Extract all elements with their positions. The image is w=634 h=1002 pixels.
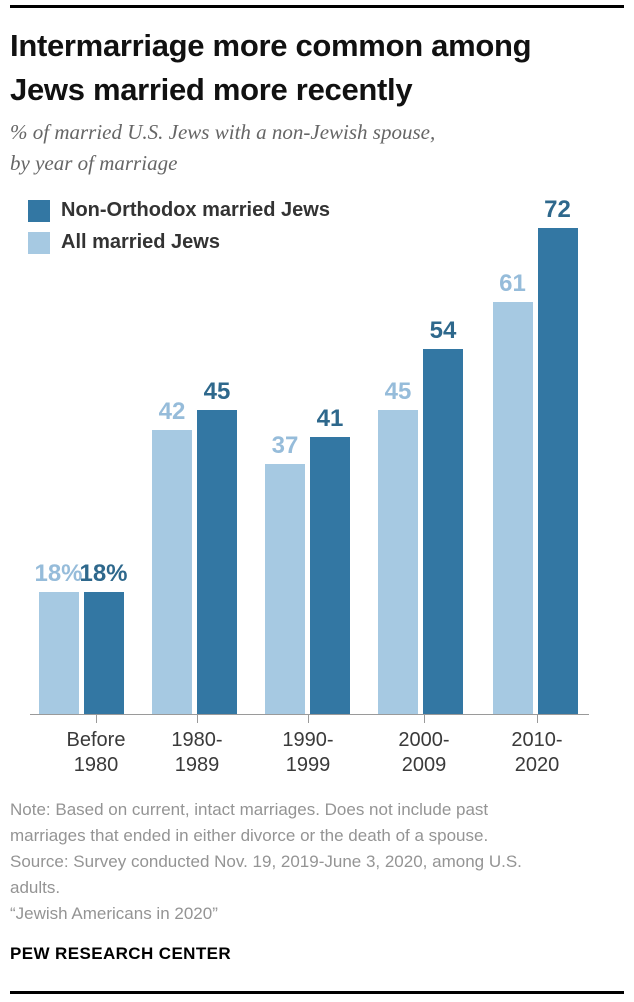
x-axis-label-0: Before 1980 <box>66 729 126 776</box>
bar-non-orthodox-1 <box>197 410 237 714</box>
legend-swatch-icon <box>28 231 50 254</box>
bar-all-married-jews-3 <box>378 410 418 714</box>
legend-item-1: All married Jews <box>28 231 330 254</box>
bar-all-married-jews-0 <box>38 592 79 714</box>
subtitle-line-2: by year of marriage <box>10 151 178 175</box>
note-text: Note: Based on current, intact marriages… <box>10 797 622 927</box>
bar-value-label-non-orthodox-4: 72 <box>544 196 571 223</box>
bar-value-label-non-orthodox-3: 54 <box>429 317 457 344</box>
bar-value-label-non-orthodox-1: 45 <box>203 378 231 405</box>
x-axis-label-3: 2000- 2009 <box>398 729 450 776</box>
note-line-0: Note: Based on current, intact marriages… <box>10 800 489 819</box>
x-axis-label-1: 1980- 1989 <box>171 729 223 776</box>
x-axis-tick-1 <box>197 715 198 723</box>
bar-value-label-all-married-jews-3: 45 <box>384 378 412 405</box>
x-axis-tick-2 <box>308 715 309 723</box>
x-axis-label-4: 2010- 2020 <box>511 729 563 776</box>
legend-label: All married Jews <box>61 231 220 253</box>
bar-value-label-all-married-jews-1: 42 <box>158 398 186 425</box>
bar-value-label-all-married-jews-4: 61 <box>499 270 526 297</box>
note-line-1: marriages that ended in either divorce o… <box>10 826 489 845</box>
top-rule <box>10 5 624 8</box>
bar-value-label-all-married-jews-2: 37 <box>271 432 299 459</box>
brand-footer: PEW RESEARCH CENTER <box>10 944 232 963</box>
bottom-rule <box>10 991 624 994</box>
bar-all-married-jews-1 <box>152 430 192 714</box>
x-axis-line <box>30 714 589 715</box>
title-line-2: Jews married more recently <box>10 72 413 107</box>
title-line-1: Intermarriage more common among <box>10 28 532 63</box>
x-axis-tick-4 <box>537 715 538 723</box>
note-line-4: “Jewish Americans in 2020” <box>10 904 218 923</box>
bar-all-married-jews-4 <box>492 302 533 714</box>
plot-area: 18% 18% 42 45 37 41 45 54 61 72 <box>0 195 634 714</box>
bar-value-label-non-orthodox-2: 41 <box>316 405 344 432</box>
x-axis-tick-3 <box>424 715 425 723</box>
note-line-3: adults. <box>10 878 61 897</box>
page-title: Intermarriage more common among Jews mar… <box>10 24 610 112</box>
x-axis-label-2: 1990- 1999 <box>282 729 334 776</box>
bar-non-orthodox-2 <box>310 437 350 714</box>
chart-legend: Non-Orthodox married Jews All married Jew… <box>28 199 330 263</box>
x-axis-tick-0 <box>96 715 97 723</box>
note-line-2: Source: Survey conducted Nov. 19, 2019-J… <box>10 852 522 871</box>
legend-item-0: Non-Orthodox married Jews <box>28 199 330 222</box>
bar-value-label-non-orthodox-0: 18% <box>79 560 128 587</box>
legend-swatch-icon <box>28 199 50 222</box>
bar-chart: 18% 18% 42 45 37 41 45 54 61 72 Before 1980 1980- 19… <box>0 195 634 795</box>
bar-value-label-all-married-jews-0: 18% <box>34 560 83 587</box>
bar-non-orthodox-0 <box>83 592 124 714</box>
bar-all-married-jews-2 <box>265 464 305 714</box>
legend-label: Non-Orthodox married Jews <box>61 199 330 221</box>
bar-non-orthodox-3 <box>423 349 463 714</box>
chart-subtitle: % of married U.S. Jews with a non-Jewish… <box>10 117 610 179</box>
subtitle-line-1: % of married U.S. Jews with a non-Jewish… <box>10 120 436 144</box>
bar-non-orthodox-4 <box>537 228 578 714</box>
